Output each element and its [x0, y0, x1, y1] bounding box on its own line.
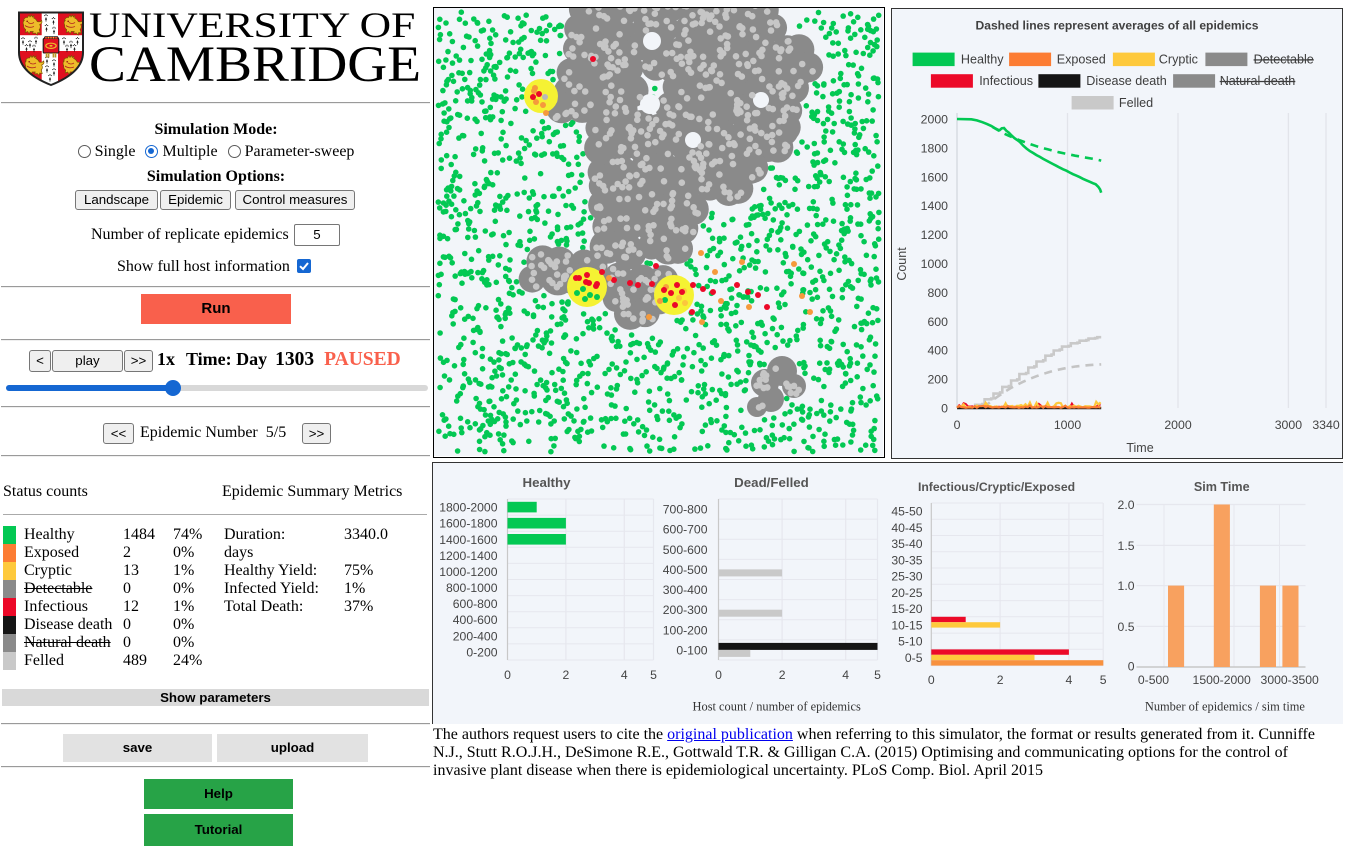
svg-text:1000-1200: 1000-1200 [439, 565, 498, 579]
svg-text:0.5: 0.5 [1118, 620, 1135, 634]
svg-text:3340: 3340 [1312, 418, 1340, 432]
svg-text:0: 0 [954, 418, 961, 432]
svg-text:200: 200 [927, 373, 948, 387]
svg-text:Felled: Felled [1119, 96, 1153, 110]
svg-text:10-15: 10-15 [891, 618, 922, 632]
svg-text:5: 5 [874, 668, 881, 682]
svg-text:3000-3500: 3000-3500 [1261, 673, 1320, 687]
svg-text:45-50: 45-50 [891, 505, 922, 519]
svg-text:2: 2 [563, 668, 570, 682]
svg-text:2.0: 2.0 [1118, 498, 1135, 512]
svg-text:800-1000: 800-1000 [446, 581, 498, 595]
svg-text:0-200: 0-200 [466, 646, 497, 660]
svg-text:5: 5 [1100, 673, 1107, 687]
svg-text:700-800: 700-800 [663, 503, 708, 517]
svg-text:25-30: 25-30 [891, 570, 922, 584]
svg-text:1800: 1800 [921, 141, 949, 155]
svg-text:Time: Time [1126, 441, 1153, 455]
svg-text:1200-1400: 1200-1400 [439, 549, 498, 563]
svg-text:0: 0 [715, 668, 722, 682]
svg-text:800: 800 [927, 286, 948, 300]
svg-text:3000: 3000 [1275, 418, 1303, 432]
svg-text:Host count / number of epidemi: Host count / number of epidemics [693, 700, 861, 714]
svg-text:1200: 1200 [921, 228, 949, 242]
svg-text:400-600: 400-600 [453, 613, 498, 627]
svg-text:300-400: 300-400 [663, 583, 708, 597]
svg-text:2: 2 [779, 668, 786, 682]
svg-text:40-45: 40-45 [891, 521, 922, 535]
svg-text:1400: 1400 [921, 199, 949, 213]
svg-text:1800-2000: 1800-2000 [439, 501, 498, 515]
svg-text:400: 400 [927, 344, 948, 358]
svg-text:1400-1600: 1400-1600 [439, 533, 498, 547]
svg-text:200-300: 200-300 [663, 603, 708, 617]
svg-text:5: 5 [650, 668, 657, 682]
svg-text:Sim Time: Sim Time [1194, 480, 1250, 494]
svg-text:Dead/Felled: Dead/Felled [734, 475, 809, 490]
svg-text:0-500: 0-500 [1138, 673, 1169, 687]
svg-text:4: 4 [842, 668, 849, 682]
svg-text:0: 0 [928, 673, 935, 687]
svg-text:1.5: 1.5 [1118, 539, 1135, 553]
svg-text:Natural death: Natural death [1220, 74, 1296, 88]
svg-text:Dashed lines represent average: Dashed lines represent averages of all e… [976, 19, 1259, 33]
svg-text:0-5: 0-5 [905, 651, 923, 665]
svg-text:Exposed: Exposed [1057, 53, 1106, 67]
svg-text:20-25: 20-25 [891, 586, 922, 600]
svg-text:4: 4 [1066, 673, 1073, 687]
svg-text:Number of epidemics / sim time: Number of epidemics / sim time [1145, 700, 1306, 714]
svg-text:1.0: 1.0 [1118, 579, 1135, 593]
svg-text:600-800: 600-800 [453, 597, 498, 611]
svg-text:500-600: 500-600 [663, 543, 708, 557]
svg-text:0-100: 0-100 [676, 643, 707, 657]
svg-text:2000: 2000 [1164, 418, 1192, 432]
svg-text:0: 0 [941, 402, 948, 416]
svg-text:1600-1800: 1600-1800 [439, 517, 498, 531]
svg-text:Disease death: Disease death [1086, 74, 1167, 88]
svg-text:5-10: 5-10 [898, 635, 923, 649]
svg-text:15-20: 15-20 [891, 602, 922, 616]
svg-text:1000: 1000 [921, 257, 949, 271]
svg-text:600-700: 600-700 [663, 523, 708, 537]
svg-text:Infectious: Infectious [979, 74, 1033, 88]
svg-text:2000: 2000 [921, 113, 949, 127]
svg-text:4: 4 [621, 668, 628, 682]
svg-text:0: 0 [1128, 659, 1135, 673]
svg-text:Detectable: Detectable [1254, 53, 1314, 67]
svg-text:600: 600 [927, 315, 948, 329]
svg-text:200-400: 200-400 [453, 629, 498, 643]
svg-text:Count: Count [895, 247, 909, 281]
svg-text:Healthy: Healthy [961, 53, 1004, 67]
svg-text:400-500: 400-500 [663, 563, 708, 577]
svg-text:Cryptic: Cryptic [1159, 53, 1198, 67]
svg-text:Infectious/Cryptic/Exposed: Infectious/Cryptic/Exposed [918, 480, 1075, 494]
svg-text:Healthy: Healthy [522, 475, 571, 490]
svg-text:1000: 1000 [1054, 418, 1082, 432]
svg-text:0: 0 [504, 668, 511, 682]
svg-text:1600: 1600 [921, 170, 949, 184]
svg-text:2: 2 [997, 673, 1004, 687]
svg-text:30-35: 30-35 [891, 553, 922, 567]
svg-text:1500-2000: 1500-2000 [1193, 673, 1252, 687]
svg-text:35-40: 35-40 [891, 537, 922, 551]
svg-text:100-200: 100-200 [663, 623, 708, 637]
